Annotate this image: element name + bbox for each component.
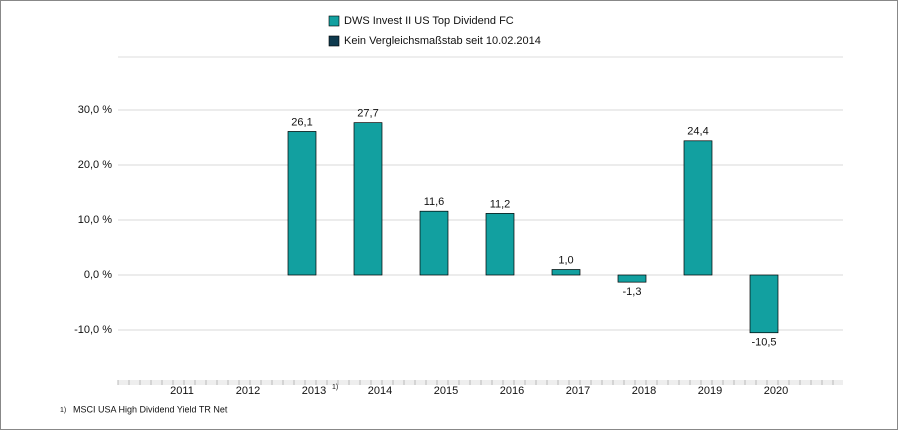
legend-swatch [328, 35, 340, 47]
y-tick-label: 30,0 % [78, 104, 112, 116]
value-label: -1,3 [623, 286, 642, 298]
value-label: 27,7 [357, 108, 378, 120]
bar [749, 274, 779, 334]
value-label: 11,6 [424, 196, 445, 208]
bar [485, 213, 515, 276]
legend-label: DWS Invest II US Top Dividend FC [344, 15, 514, 27]
x-tick-label: 2013 [302, 385, 326, 397]
x-tick-label: 2019 [698, 385, 722, 397]
y-tick-label: 20,0 % [78, 159, 112, 171]
value-label: 11,2 [490, 198, 511, 210]
x-tick-label: 2017 [566, 385, 590, 397]
value-label: 1,0 [558, 254, 573, 266]
bar [683, 140, 713, 276]
bar [551, 269, 581, 276]
footnote-text: MSCI USA High Dividend Yield TR Net [73, 404, 228, 414]
x-tick-label: 2012 [236, 385, 260, 397]
x-tick-label: 2014 [368, 385, 392, 397]
x-tick-label: 2011 [170, 385, 194, 397]
bar [287, 131, 317, 276]
footnote-marker: 1) [60, 407, 66, 414]
bar [353, 122, 383, 276]
value-label: 26,1 [291, 116, 312, 128]
value-label: -10,5 [751, 337, 776, 349]
bar [617, 274, 647, 283]
bar [419, 210, 449, 276]
x-tick-label: 2018 [632, 385, 656, 397]
y-tick-label: 10,0 % [78, 214, 112, 226]
legend-label: Kein Vergleichsmaßstab seit 10.02.2014 [344, 35, 541, 47]
value-label: 24,4 [687, 126, 708, 138]
legend-swatch [328, 15, 340, 27]
y-tick-label: -10,0 % [74, 324, 112, 336]
y-tick-label: 0,0 % [84, 269, 112, 281]
x-tick-label: 2016 [500, 385, 524, 397]
x-tick-label: 2015 [434, 385, 458, 397]
x-tick-label: 2020 [764, 385, 788, 397]
x-tick-footnote-marker: 1) [332, 384, 338, 391]
